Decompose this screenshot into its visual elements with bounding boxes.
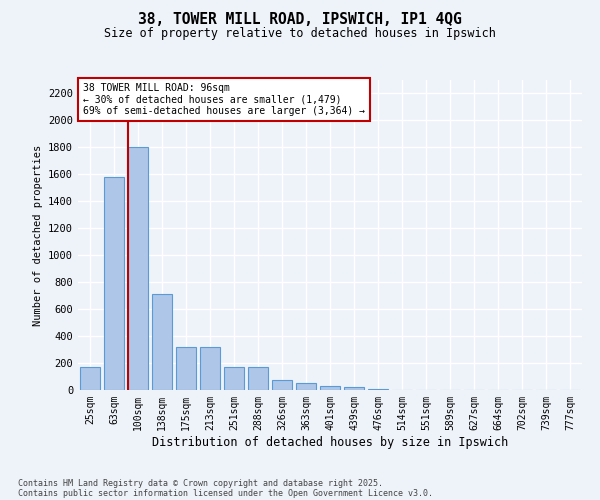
Bar [224, 367, 244, 390]
X-axis label: Distribution of detached houses by size in Ipswich: Distribution of detached houses by size … [152, 436, 508, 448]
Text: 38, TOWER MILL ROAD, IPSWICH, IP1 4QG: 38, TOWER MILL ROAD, IPSWICH, IP1 4QG [138, 12, 462, 28]
Bar [152, 294, 172, 390]
Bar [320, 386, 340, 390]
Bar [368, 388, 388, 390]
Bar [80, 367, 100, 390]
Bar [248, 367, 268, 390]
Bar [176, 347, 196, 390]
Text: Contains public sector information licensed under the Open Government Licence v3: Contains public sector information licen… [18, 488, 433, 498]
Bar [272, 380, 292, 390]
Bar [104, 177, 124, 390]
Bar [200, 347, 220, 390]
Bar [128, 148, 148, 390]
Bar [296, 384, 316, 390]
Text: 38 TOWER MILL ROAD: 96sqm
← 30% of detached houses are smaller (1,479)
69% of se: 38 TOWER MILL ROAD: 96sqm ← 30% of detac… [83, 83, 365, 116]
Bar [344, 388, 364, 390]
Text: Contains HM Land Registry data © Crown copyright and database right 2025.: Contains HM Land Registry data © Crown c… [18, 478, 383, 488]
Y-axis label: Number of detached properties: Number of detached properties [32, 144, 43, 326]
Text: Size of property relative to detached houses in Ipswich: Size of property relative to detached ho… [104, 28, 496, 40]
